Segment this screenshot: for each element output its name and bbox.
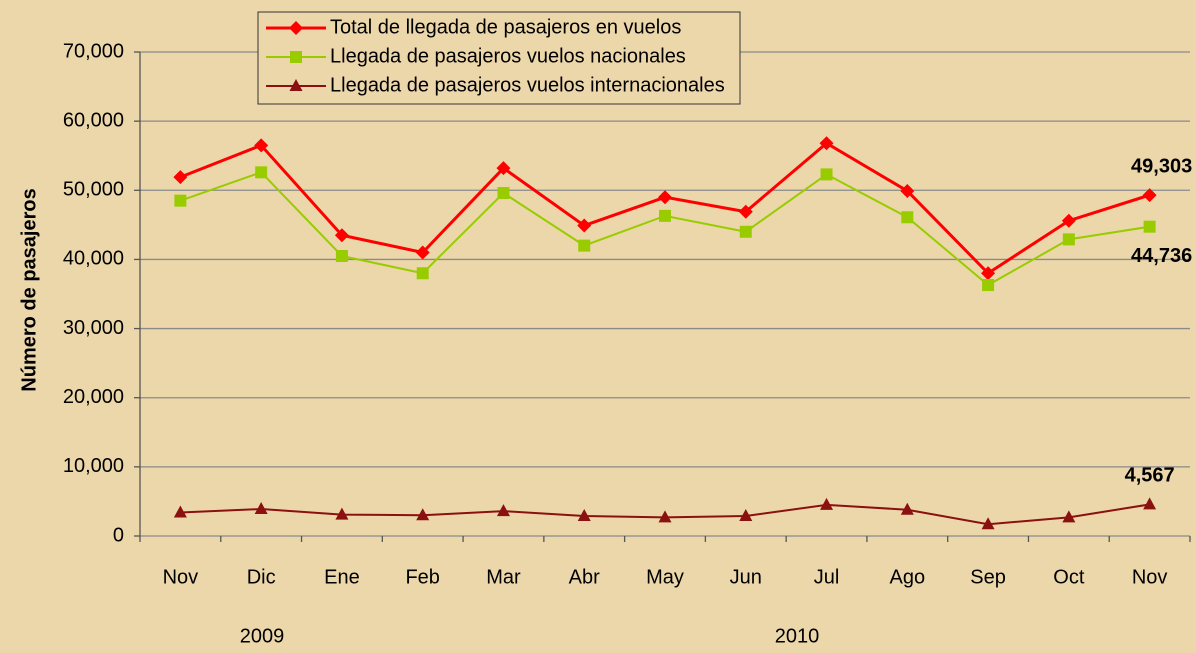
marker xyxy=(982,279,995,292)
marker xyxy=(739,225,752,238)
year-label: 2010 xyxy=(775,625,820,647)
y-tick-label: 30,000 xyxy=(63,317,124,339)
marker xyxy=(174,194,187,207)
x-tick-label: Jul xyxy=(814,566,840,588)
y-tick-label: 0 xyxy=(113,524,124,546)
x-tick-label: Ago xyxy=(890,566,926,588)
marker xyxy=(981,266,996,281)
marker xyxy=(659,209,671,222)
x-tick-label: Jun xyxy=(730,566,762,588)
marker xyxy=(578,239,591,252)
x-tick-label: Oct xyxy=(1053,566,1085,588)
marker xyxy=(738,204,753,219)
marker xyxy=(1061,213,1076,228)
marker xyxy=(335,507,349,520)
marker xyxy=(739,508,753,521)
marker xyxy=(496,161,511,176)
x-tick-label: Feb xyxy=(405,566,439,588)
marker xyxy=(577,508,591,521)
marker xyxy=(416,508,430,521)
marker xyxy=(415,245,430,260)
x-tick-label: Nov xyxy=(163,566,199,588)
marker xyxy=(416,267,429,280)
marker xyxy=(254,138,269,153)
x-tick-label: Nov xyxy=(1132,566,1168,588)
legend-label: Total de llegada de pasajeros en vuelos xyxy=(330,16,681,38)
marker xyxy=(335,249,348,262)
data-label: 49,303 xyxy=(1131,155,1192,177)
y-tick-label: 40,000 xyxy=(63,248,124,270)
marker xyxy=(577,218,592,233)
marker xyxy=(173,170,188,185)
y-tick-label: 70,000 xyxy=(63,40,124,62)
marker xyxy=(254,502,268,515)
marker xyxy=(1142,188,1157,203)
marker xyxy=(1143,220,1156,233)
marker xyxy=(289,21,303,35)
marker xyxy=(290,51,302,63)
y-tick-label: 50,000 xyxy=(63,179,124,201)
legend-box xyxy=(257,11,741,105)
marker xyxy=(1143,497,1157,510)
y-tick-label: 20,000 xyxy=(63,386,124,408)
marker xyxy=(900,502,914,515)
marker xyxy=(1062,233,1075,246)
data-label: 4,567 xyxy=(1125,465,1175,487)
marker xyxy=(289,79,303,91)
series-line xyxy=(180,171,1150,287)
x-tick-label: Abr xyxy=(569,566,600,588)
marker xyxy=(819,136,834,151)
x-tick-label: Dic xyxy=(247,566,276,588)
y-tick-label: 60,000 xyxy=(63,109,124,131)
legend-label: Llegada de pasajeros vuelos internaciona… xyxy=(330,74,725,96)
marker xyxy=(658,190,672,205)
marker xyxy=(901,211,914,224)
x-tick-label: May xyxy=(646,566,684,588)
marker xyxy=(496,504,510,517)
marker xyxy=(900,183,915,198)
legend-label: Llegada de pasajeros vuelos nacionales xyxy=(330,45,686,67)
marker xyxy=(1062,510,1076,523)
series-line xyxy=(179,141,1151,276)
x-tick-label: Sep xyxy=(970,566,1006,588)
marker xyxy=(820,168,833,181)
x-tick-label: Ene xyxy=(324,566,360,588)
data-label: 44,736 xyxy=(1131,245,1192,267)
marker xyxy=(173,505,187,518)
marker xyxy=(820,497,834,510)
y-tick-label: 10,000 xyxy=(63,455,124,477)
year-label: 2009 xyxy=(240,625,285,647)
marker xyxy=(497,187,510,200)
marker xyxy=(255,166,268,179)
marker xyxy=(658,510,672,523)
marker xyxy=(334,228,349,243)
marker xyxy=(981,517,995,530)
x-tick-label: Mar xyxy=(486,566,521,588)
y-axis-label: Número de pasajeros xyxy=(18,188,40,391)
